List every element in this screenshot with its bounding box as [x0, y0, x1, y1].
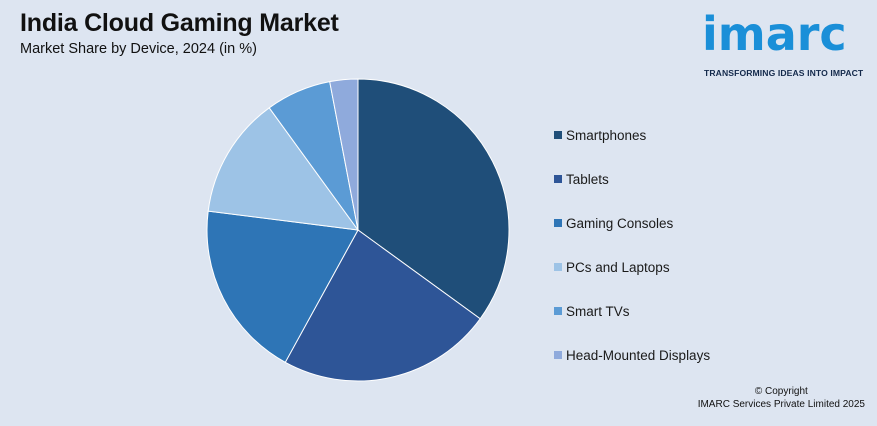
chart-legend: Smartphones Tablets Gaming Consoles PCs and… — [554, 113, 710, 377]
legend-label: Tablets — [566, 171, 609, 187]
legend-item-smart-tvs: Smart TVs — [554, 289, 710, 333]
legend-label: Smartphones — [566, 127, 647, 143]
legend-item-smartphones: Smartphones — [554, 113, 710, 157]
legend-label: PCs and Laptops — [566, 259, 670, 275]
copyright-notice: © Copyright IMARC Services Private Limit… — [698, 385, 865, 411]
chart-title: India Cloud Gaming Market — [20, 9, 339, 37]
legend-label: Gaming Consoles — [566, 215, 674, 231]
legend-item-head-mounted-displays: Head-Mounted Displays — [554, 333, 710, 377]
pie-slice-smartphones — [357, 78, 510, 320]
imarc-logo: imarc TRANSFORMING IDEAS INTO IMPACT — [700, 7, 872, 80]
legend-label: Smart TVs — [566, 303, 630, 319]
pie-slice-gaming-consoles — [206, 210, 359, 363]
legend-item-pcs-and-laptops: PCs and Laptops — [554, 245, 710, 289]
legend-swatch — [554, 131, 562, 139]
copyright-line-1: © Copyright — [754, 386, 808, 397]
chart-subtitle: Market Share by Device, 2024 (in %) — [20, 41, 257, 57]
copyright-line-2: IMARC Services Private Limited 2025 — [697, 399, 865, 410]
pie-slice-tablets — [284, 229, 481, 382]
legend-swatch — [554, 307, 562, 315]
pie-slice-pcs-and-laptops — [207, 107, 360, 231]
legend-swatch — [554, 263, 562, 271]
pie-slice-head-mounted-displays — [329, 78, 359, 231]
legend-label: Head-Mounted Displays — [566, 347, 711, 363]
legend-swatch — [554, 175, 562, 183]
legend-item-gaming-consoles: Gaming Consoles — [554, 201, 710, 245]
logo-wordmark: imarc — [702, 7, 847, 61]
legend-swatch — [554, 351, 562, 359]
logo-tagline: TRANSFORMING IDEAS INTO IMPACT — [704, 68, 864, 78]
legend-swatch — [554, 219, 562, 227]
legend-item-tablets: Tablets — [554, 157, 710, 201]
